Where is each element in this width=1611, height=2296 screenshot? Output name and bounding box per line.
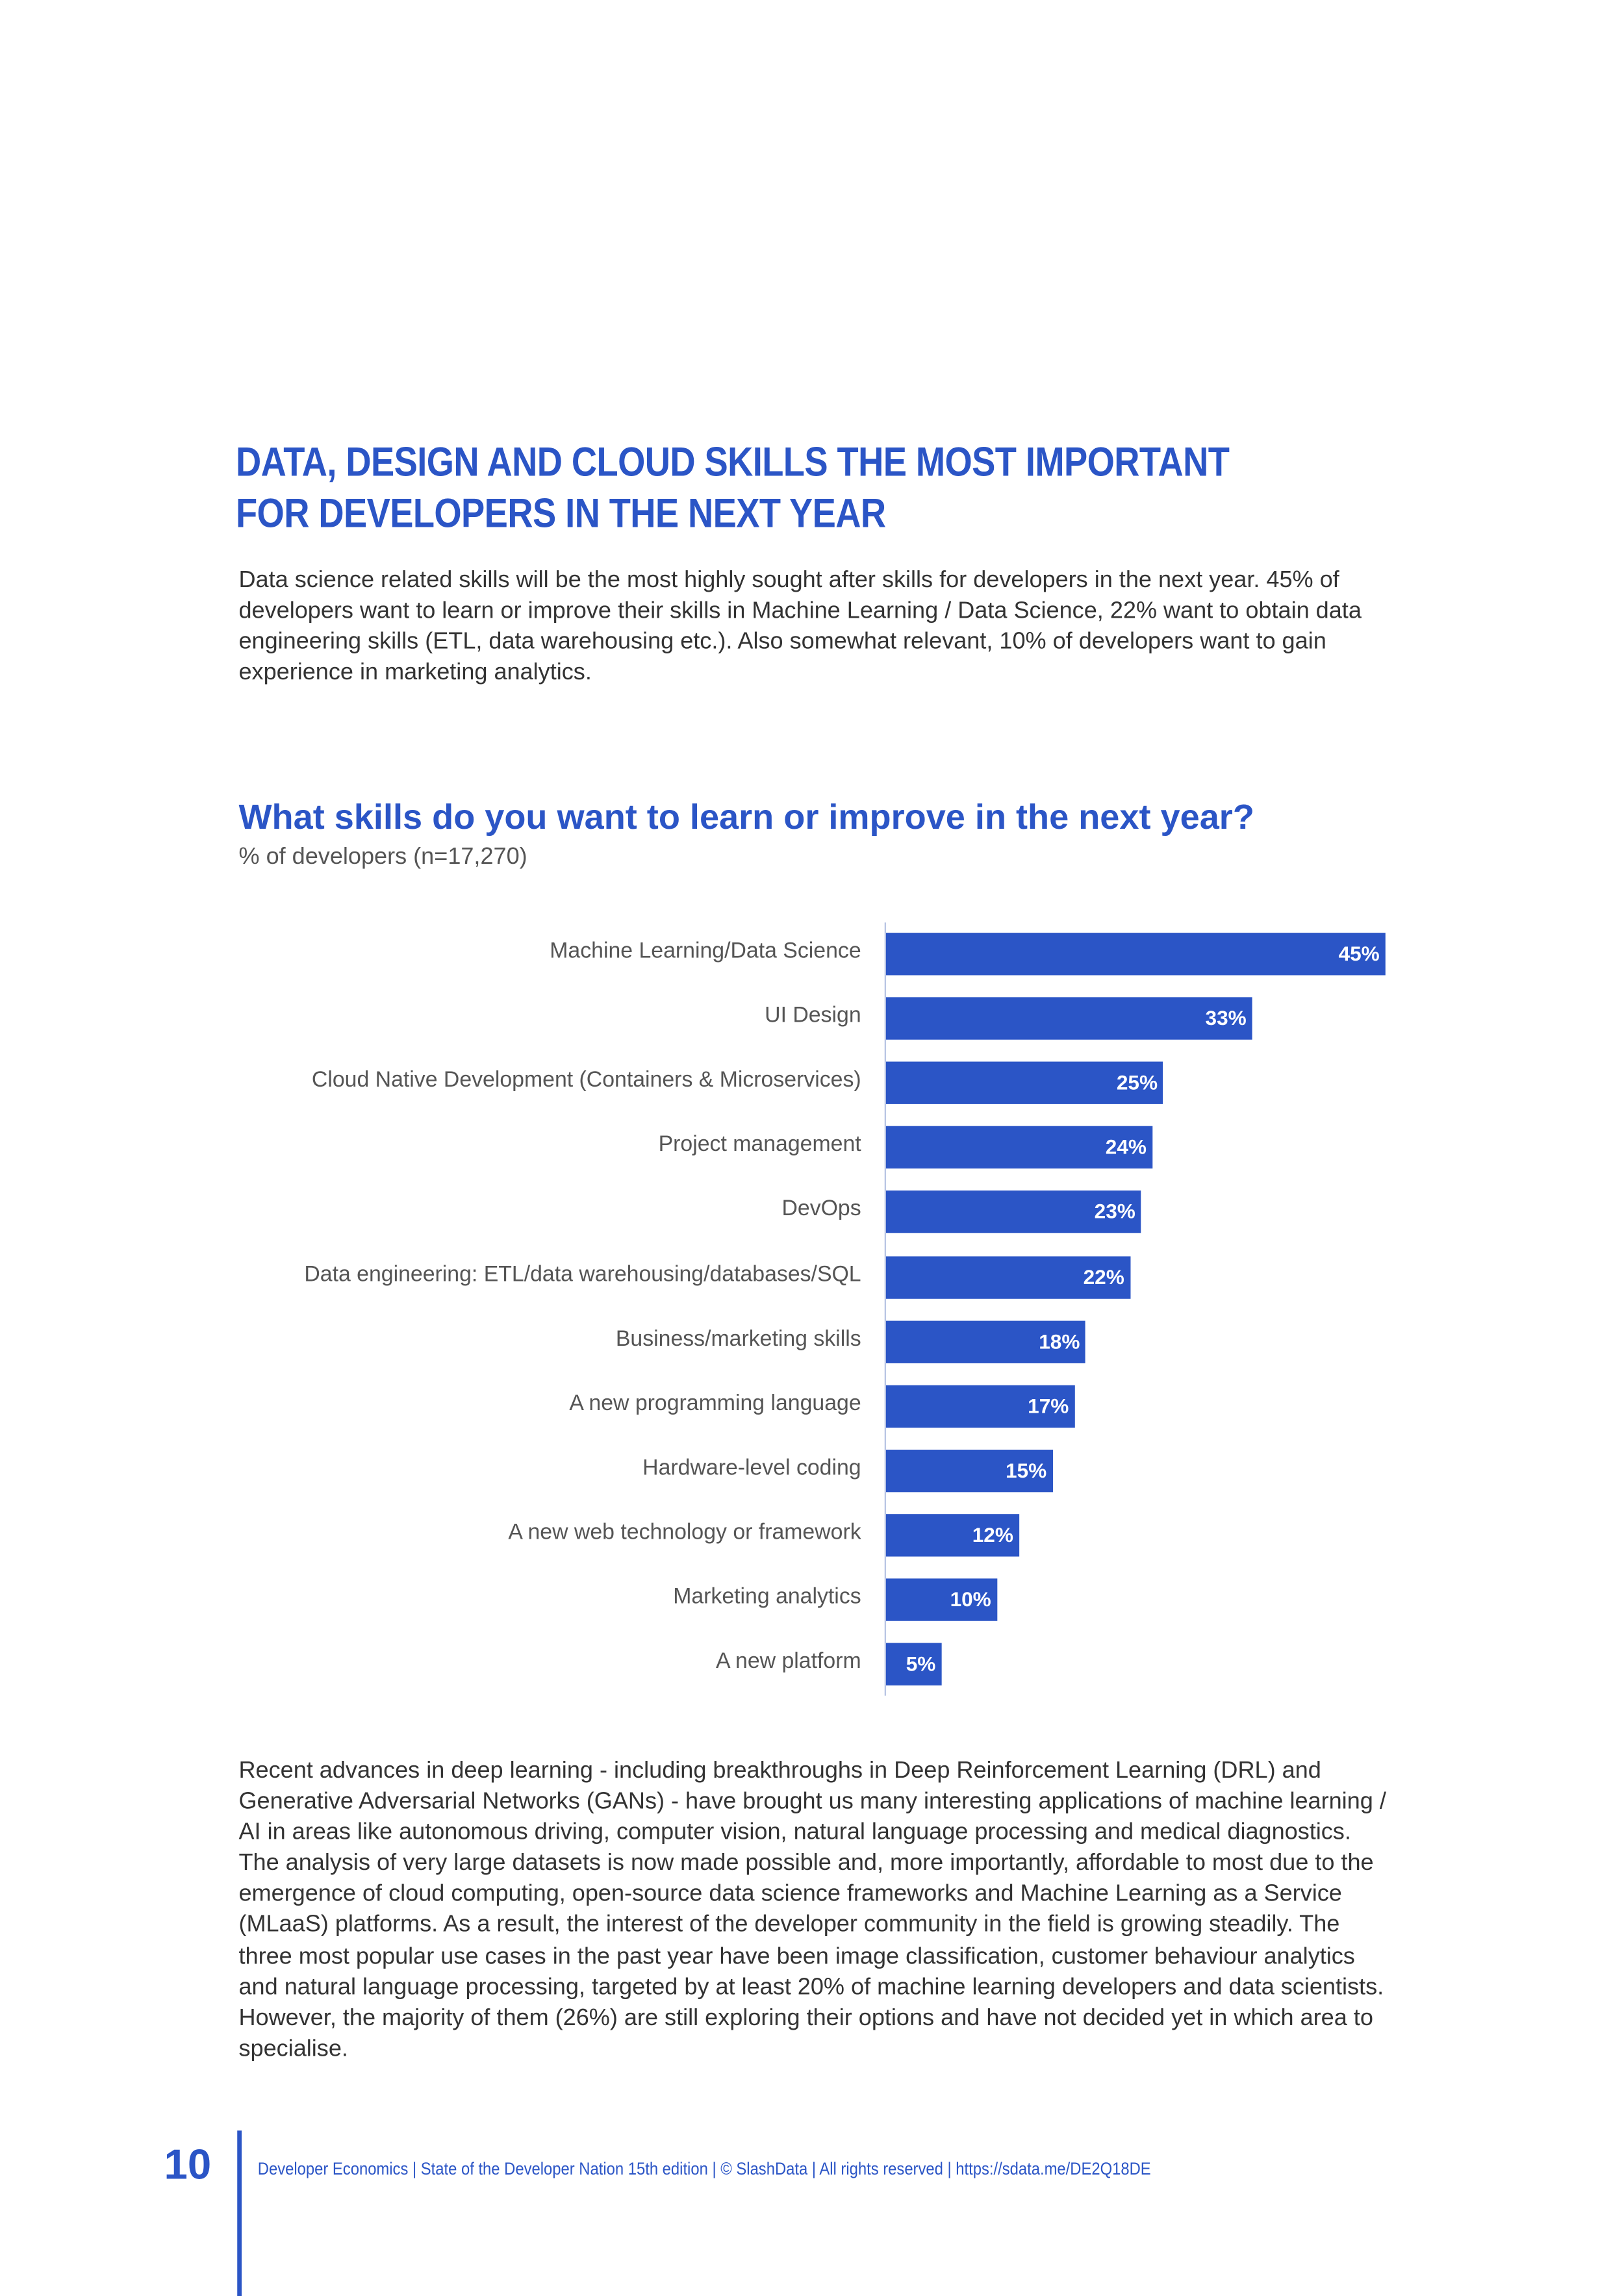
category-label: A new platform (715, 1648, 861, 1674)
category-label: Business/marketing skills (615, 1326, 861, 1351)
body-paragraph: Recent advances in deep learning - inclu… (238, 1758, 1386, 2062)
heading-line-2: FOR DEVELOPERS IN THE NEXT YEAR (235, 490, 886, 536)
value-label: 17% (1028, 1393, 1069, 1417)
category-label: UI Design (765, 1003, 861, 1028)
category-label: Hardware-level coding (642, 1455, 861, 1480)
value-label: 45% (1338, 941, 1380, 965)
value-label: 5% (906, 1652, 936, 1676)
section-heading: DATA, DESIGN AND CLOUD SKILLS THE MOST I… (235, 436, 1230, 539)
category-label: Data engineering: ETL/data warehousing/d… (304, 1261, 861, 1287)
value-label: 15% (1005, 1458, 1047, 1482)
bar: 10% (885, 1578, 997, 1621)
bar: 22% (885, 1255, 1130, 1298)
category-label: A new programming language (569, 1391, 861, 1416)
chart-subtitle: % of developers (n=17,270) (238, 844, 527, 870)
chart-title: What skills do you want to learn or impr… (238, 798, 1254, 838)
intro-paragraph: Data science related skills will be the … (238, 568, 1362, 686)
heading-line-1: DATA, DESIGN AND CLOUD SKILLS THE MOST I… (235, 439, 1230, 485)
bar: 33% (885, 997, 1252, 1040)
bar: 25% (885, 1061, 1164, 1105)
value-label: 24% (1105, 1135, 1147, 1159)
value-label: 10% (950, 1587, 991, 1611)
bar: 24% (885, 1126, 1152, 1169)
page-number: 10 (164, 2142, 212, 2189)
bar: 23% (885, 1191, 1141, 1234)
value-label: 18% (1039, 1329, 1080, 1353)
chart-axis-line (884, 922, 886, 1696)
category-label: Cloud Native Development (Containers & M… (311, 1067, 861, 1093)
category-label: Machine Learning/Data Science (550, 939, 861, 964)
category-label: Project management (658, 1132, 861, 1157)
category-label: Marketing analytics (673, 1584, 861, 1609)
footer-text: Developer Economics | State of the Devel… (257, 2158, 1151, 2179)
value-label: 22% (1083, 1264, 1124, 1288)
bar: 45% (885, 933, 1386, 976)
bar: 5% (885, 1643, 942, 1686)
bar: 18% (885, 1320, 1086, 1363)
footer-divider (237, 2130, 242, 2296)
category-label: A new web technology or framework (508, 1519, 861, 1545)
value-label: 23% (1094, 1200, 1135, 1224)
bar: 15% (885, 1449, 1053, 1492)
value-label: 25% (1116, 1070, 1158, 1094)
value-label: 12% (972, 1522, 1013, 1546)
bar: 17% (885, 1385, 1075, 1428)
category-label: DevOps (781, 1196, 861, 1222)
value-label: 33% (1205, 1006, 1247, 1030)
bar: 12% (885, 1513, 1019, 1557)
